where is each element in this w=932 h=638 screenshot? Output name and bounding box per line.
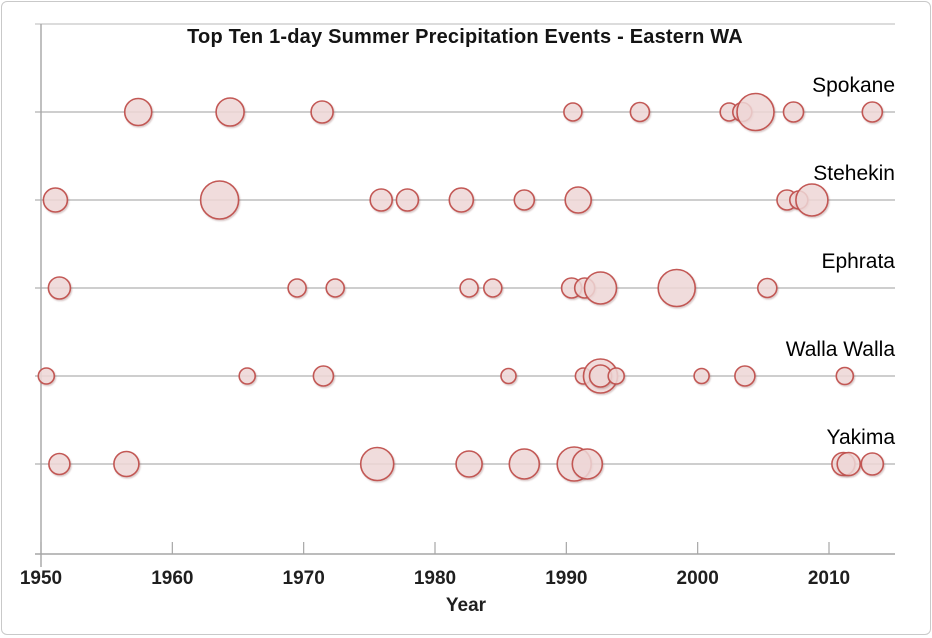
bubble	[607, 367, 626, 385]
series-label-yakima: Yakima	[827, 426, 896, 449]
bubble	[310, 100, 334, 124]
bubble	[563, 102, 583, 122]
bubble	[500, 367, 517, 385]
bubble	[455, 450, 483, 478]
bubble	[42, 187, 69, 213]
bubble	[448, 187, 475, 213]
bubble	[48, 452, 71, 476]
bubble	[369, 188, 394, 212]
bubble	[693, 367, 710, 385]
bubble	[657, 268, 697, 308]
bubble	[113, 450, 140, 478]
bubble	[629, 101, 651, 123]
bubble	[215, 97, 245, 127]
bubble	[312, 365, 335, 387]
series-label-spokane: Spokane	[812, 74, 895, 97]
bubble	[47, 276, 72, 300]
bubble	[836, 451, 862, 477]
bubble	[860, 452, 885, 476]
bubble	[734, 365, 756, 387]
bubble	[199, 180, 240, 220]
bubble	[359, 446, 395, 482]
series-label-ephrata: Ephrata	[821, 250, 895, 273]
x-axis-title: Year	[446, 595, 487, 616]
bubble	[756, 277, 778, 299]
bubble	[861, 101, 884, 123]
bubble	[795, 183, 829, 217]
x-tick-label: 1970	[283, 568, 325, 589]
series-label-walla-walla: Walla Walla	[786, 338, 896, 361]
x-tick-label: 2010	[808, 568, 850, 589]
x-tick-label: 1960	[151, 568, 193, 589]
bubble	[238, 367, 256, 385]
x-tick-label: 1950	[20, 568, 62, 589]
bubble	[395, 188, 420, 212]
series-label-stehekin: Stehekin	[813, 162, 895, 185]
bubble	[508, 448, 541, 480]
bubble	[459, 278, 479, 298]
bubble	[571, 448, 604, 480]
x-tick-label: 1990	[545, 568, 587, 589]
bubble	[782, 101, 805, 123]
bubble	[482, 278, 503, 298]
x-tick-label: 2000	[677, 568, 719, 589]
bubble	[583, 271, 618, 305]
chart-title: Top Ten 1-day Summer Precipitation Event…	[187, 26, 743, 48]
bubble	[835, 366, 855, 386]
bubble	[736, 92, 775, 132]
bubble	[37, 367, 56, 385]
bubble	[325, 278, 346, 298]
bubble	[287, 278, 307, 298]
bubble	[564, 186, 593, 214]
x-tick-label: 1980	[414, 568, 456, 589]
bubble	[123, 97, 153, 127]
bubble	[513, 189, 536, 211]
